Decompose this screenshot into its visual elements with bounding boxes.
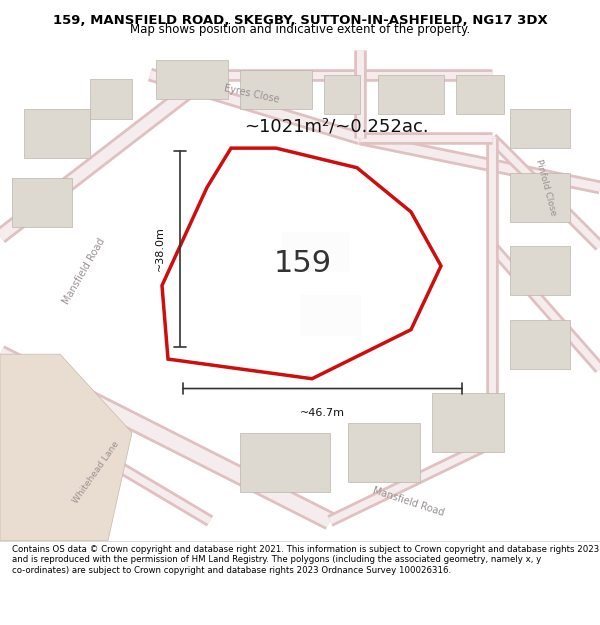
Text: ~38.0m: ~38.0m [155, 226, 165, 271]
Text: Map shows position and indicative extent of the property.: Map shows position and indicative extent… [130, 23, 470, 36]
Polygon shape [378, 74, 444, 114]
Polygon shape [240, 432, 330, 491]
Polygon shape [510, 320, 570, 369]
Polygon shape [510, 173, 570, 222]
Polygon shape [12, 177, 72, 227]
Text: ~1021m²/~0.252ac.: ~1021m²/~0.252ac. [244, 117, 428, 135]
Text: Eyres Close: Eyres Close [223, 83, 281, 105]
Polygon shape [282, 231, 348, 271]
Polygon shape [162, 148, 441, 379]
Polygon shape [510, 109, 570, 148]
Polygon shape [90, 79, 132, 119]
Text: Mansfield Road: Mansfield Road [61, 236, 107, 306]
Polygon shape [348, 423, 420, 482]
Text: Whitehead Lane: Whitehead Lane [71, 439, 121, 505]
Text: Pinfold Close: Pinfold Close [534, 158, 558, 217]
Text: 159, MANSFIELD ROAD, SKEGBY, SUTTON-IN-ASHFIELD, NG17 3DX: 159, MANSFIELD ROAD, SKEGBY, SUTTON-IN-A… [53, 14, 547, 27]
Polygon shape [0, 354, 132, 541]
Text: ~46.7m: ~46.7m [300, 408, 345, 418]
Polygon shape [24, 109, 90, 158]
Polygon shape [240, 69, 312, 109]
Polygon shape [456, 74, 504, 114]
Text: Contains OS data © Crown copyright and database right 2021. This information is : Contains OS data © Crown copyright and d… [12, 545, 599, 574]
Polygon shape [510, 246, 570, 295]
Polygon shape [300, 295, 360, 334]
Polygon shape [432, 394, 504, 452]
Text: 159: 159 [274, 249, 332, 278]
Polygon shape [324, 74, 360, 114]
Polygon shape [156, 60, 228, 99]
Text: Mansfield Road: Mansfield Road [371, 485, 445, 518]
